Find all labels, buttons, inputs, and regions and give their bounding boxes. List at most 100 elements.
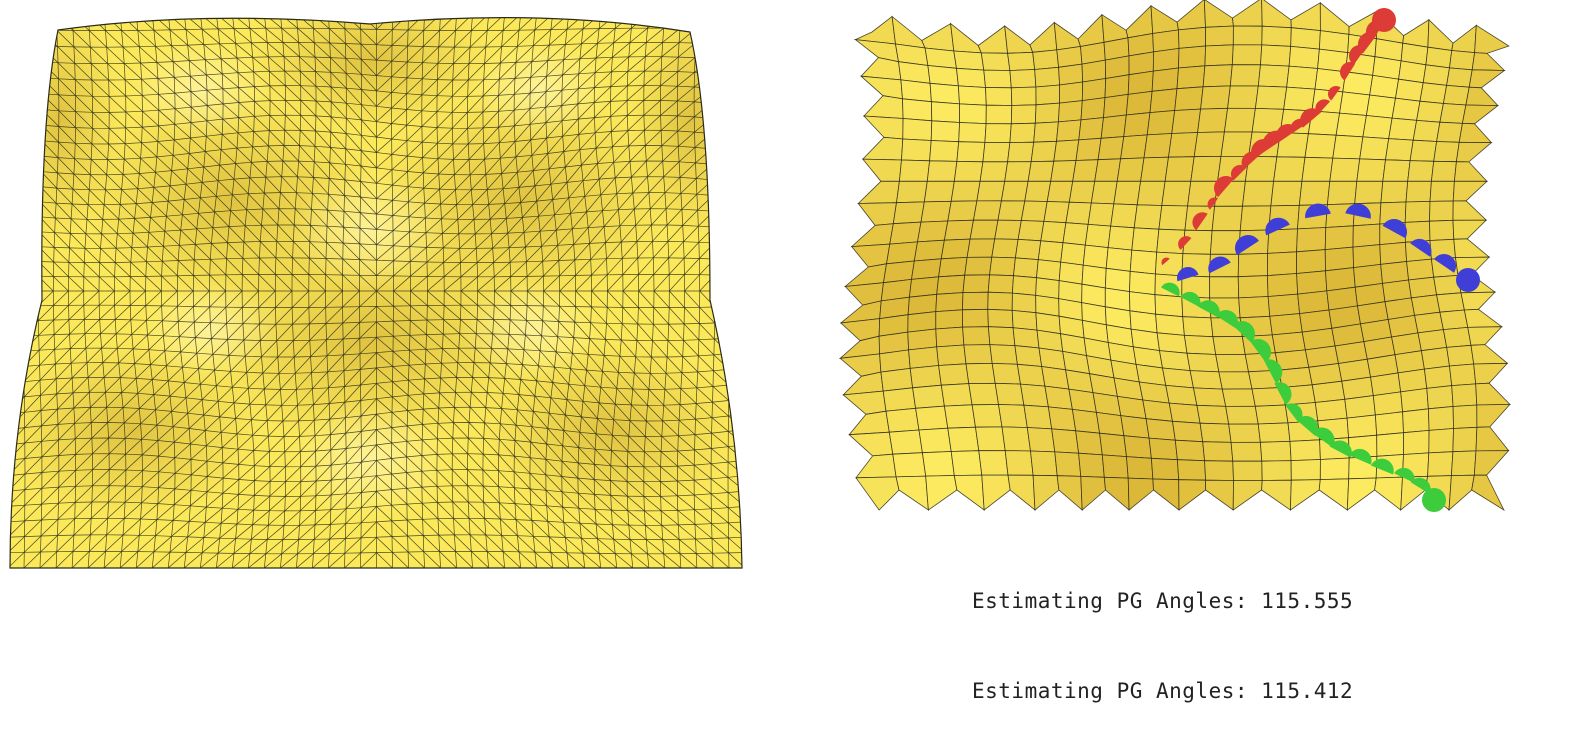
quad-face	[985, 87, 1013, 106]
red-path-marker	[1192, 212, 1208, 231]
quad-face	[1356, 158, 1386, 182]
quad-face	[1001, 426, 1031, 452]
quad-face	[1374, 476, 1403, 511]
quad-face	[1407, 160, 1435, 182]
quad-face	[987, 291, 1013, 311]
quad-face	[936, 274, 966, 295]
quad-face	[1082, 244, 1109, 269]
quad-face	[855, 476, 900, 511]
quad-face	[997, 200, 1026, 221]
quad-face	[1425, 46, 1453, 69]
quad-face	[1054, 451, 1082, 477]
green-path-marker	[1161, 282, 1180, 297]
quad-face	[1159, 350, 1191, 372]
quad-face	[1269, 313, 1303, 336]
quad-face	[1152, 47, 1180, 72]
quad-face	[1012, 327, 1040, 349]
quad-face	[975, 426, 1006, 452]
console-readout: Estimating PG Angles: 115.555 Estimating…	[972, 526, 1353, 736]
quad-face	[1229, 64, 1261, 87]
quad-face	[1446, 67, 1473, 88]
quad-face	[855, 453, 897, 479]
quad-face	[1035, 277, 1060, 300]
quad-face	[1099, 432, 1127, 458]
quad-face	[1024, 180, 1052, 202]
quad-face	[1129, 249, 1158, 275]
quad-face	[1232, 460, 1263, 481]
quad-face	[1344, 395, 1376, 419]
quad-face	[1257, 64, 1290, 88]
quad-face	[1004, 25, 1034, 54]
quad-face	[1465, 86, 1499, 107]
quad-face	[1168, 132, 1199, 158]
quad-face	[930, 120, 961, 143]
quad-face	[1369, 74, 1400, 99]
quad-face	[1261, 460, 1292, 481]
quad-face	[1230, 441, 1263, 462]
quad-face	[1428, 428, 1454, 454]
quad-face	[1165, 384, 1198, 406]
quad-face	[1027, 160, 1055, 182]
red-path-marker	[1161, 257, 1170, 266]
quad-face	[1296, 227, 1327, 253]
quad-face	[1152, 478, 1180, 511]
triangle-mesh-panel	[9, 17, 743, 569]
quad-face	[1290, 2, 1321, 32]
quad-face	[1298, 180, 1331, 206]
quad-face	[913, 239, 945, 262]
green-path-marker	[1329, 440, 1352, 458]
quad-face	[935, 292, 964, 313]
quad-face	[1037, 240, 1064, 263]
quad-face	[1458, 122, 1493, 144]
red-path-marker	[1207, 197, 1218, 210]
quad-face	[1043, 201, 1070, 224]
quad-face	[1200, 85, 1231, 110]
console-line-2: Estimating PG Angles: 115.412	[972, 679, 1354, 703]
quad-face	[947, 426, 980, 452]
quad-face	[998, 404, 1028, 428]
quad-face	[1442, 84, 1470, 106]
quad-face	[909, 365, 942, 389]
quad-face	[1476, 403, 1511, 428]
quad-face	[935, 326, 965, 348]
quad-face	[1410, 294, 1441, 316]
quad-face	[1402, 408, 1430, 434]
quad-face	[1140, 156, 1169, 182]
console-line-1: Estimating PG Angles: 115.555	[972, 589, 1354, 613]
quad-face	[1056, 475, 1083, 511]
quad-face	[1065, 201, 1092, 225]
quad-face	[880, 367, 914, 392]
quad-face	[1395, 78, 1424, 102]
quad-face	[1044, 385, 1073, 410]
quad-face	[1142, 399, 1173, 422]
quad-face	[1427, 451, 1454, 477]
quad-face	[1452, 180, 1489, 202]
quad-face	[1215, 353, 1249, 373]
quad-face	[1077, 13, 1105, 47]
quad-face	[1010, 86, 1037, 106]
quad-face	[1339, 91, 1371, 116]
quad-face	[1362, 115, 1393, 140]
quad-face	[1228, 423, 1261, 443]
quad-face	[1380, 261, 1410, 284]
quad-face	[994, 219, 1022, 240]
quad-face	[968, 382, 999, 406]
quad-face	[1354, 180, 1384, 205]
quad-face	[1053, 139, 1080, 162]
quad-face	[848, 431, 894, 457]
quad-face	[859, 75, 903, 100]
quad-face	[989, 344, 1018, 365]
green-path-marker	[1370, 458, 1394, 475]
red-path-endpoint	[1372, 8, 1396, 32]
quad-face	[1419, 82, 1448, 104]
quad-face	[1448, 474, 1475, 511]
quad-face	[1125, 90, 1153, 116]
quad-face	[1190, 155, 1222, 182]
quad-face	[1402, 19, 1430, 48]
quad-face	[1261, 0, 1292, 29]
quad-face	[1126, 456, 1154, 480]
green-path-marker	[1197, 300, 1220, 318]
quad-face	[892, 201, 925, 225]
quad-face	[1143, 133, 1173, 159]
quad-face	[1260, 44, 1292, 67]
